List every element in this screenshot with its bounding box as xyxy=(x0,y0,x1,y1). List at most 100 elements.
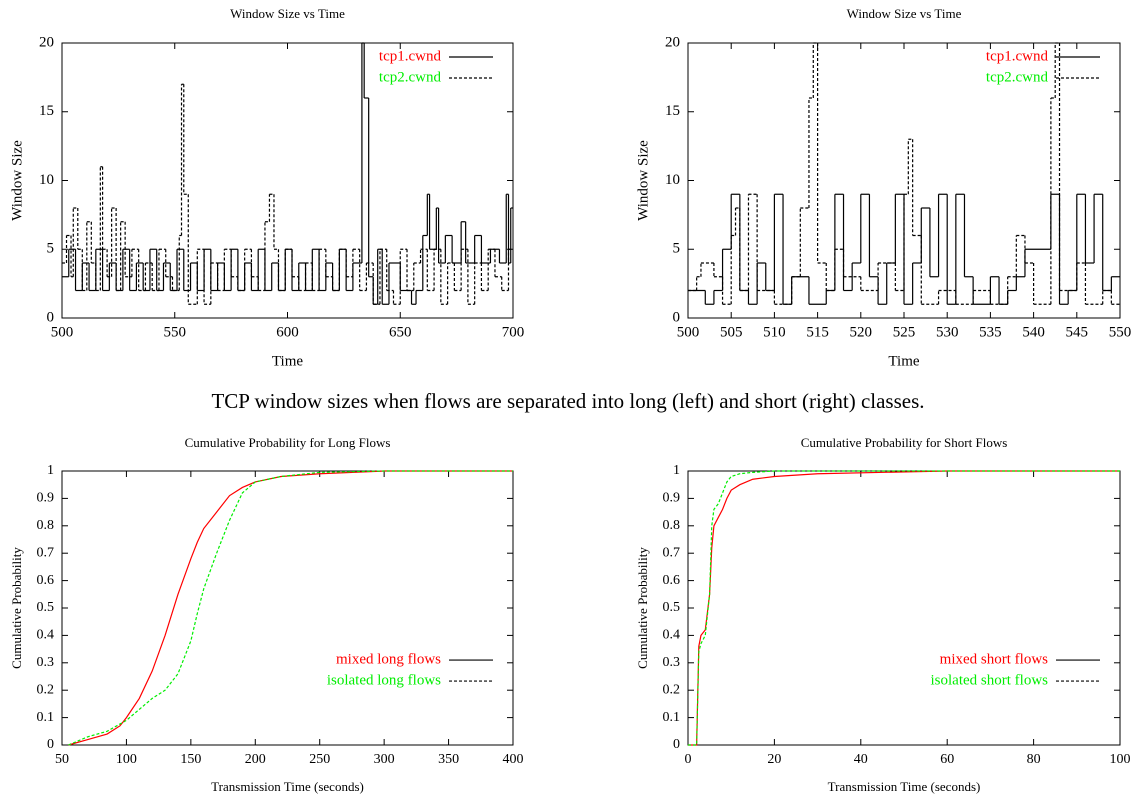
y-tick-label: 0.5 xyxy=(663,600,681,615)
x-tick-label: 150 xyxy=(180,752,201,767)
plot-area xyxy=(688,42,1120,305)
chart: Window Size vs Time Time Window Size 500 550… xyxy=(9,6,524,369)
x-tick-label: 100 xyxy=(1110,752,1131,767)
y-tick-label: 0.7 xyxy=(663,545,681,560)
legend-label: mixed long flows xyxy=(336,651,441,667)
y-tick-label: 15 xyxy=(39,103,54,119)
x-tick-label: 550 xyxy=(1109,324,1132,340)
plot-area xyxy=(688,470,1120,746)
y-tick-label: 0.4 xyxy=(37,628,55,643)
y-tick-label: 5 xyxy=(673,241,681,257)
x-tick-label: 545 xyxy=(1066,324,1089,340)
x-tick-label: 100 xyxy=(116,752,137,767)
y-tick-label: 0.8 xyxy=(37,518,55,533)
y-tick-label: 0.6 xyxy=(37,573,55,588)
x-tick-label: 505 xyxy=(720,324,743,340)
x-tick-label: 600 xyxy=(276,324,299,340)
series-line xyxy=(688,470,1120,746)
legend-label: tcp1.cwnd xyxy=(379,48,442,64)
legend-label: tcp2.cwnd xyxy=(986,69,1049,85)
x-tick-label: 520 xyxy=(850,324,873,340)
y-tick-label: 0.9 xyxy=(663,491,681,506)
y-axis-label: Cumulative Probability xyxy=(9,547,24,669)
legend-label: mixed short flows xyxy=(940,651,1048,667)
y-tick-label: 0.5 xyxy=(37,600,55,615)
x-tick-label: 500 xyxy=(677,324,700,340)
x-tick-label: 650 xyxy=(389,324,412,340)
series xyxy=(62,42,513,305)
x-axis-label: Transmission Time (seconds) xyxy=(211,779,364,794)
y-axis-label: Window Size xyxy=(635,140,651,221)
y-tick-label: 20 xyxy=(665,34,680,50)
x-tick-label: 350 xyxy=(438,752,459,767)
y-tick-label: 0.3 xyxy=(663,655,681,670)
x-tick-label: 550 xyxy=(164,324,187,340)
x-tick-label: 50 xyxy=(55,752,69,767)
caption: TCP window sizes when flows are separate… xyxy=(211,389,924,413)
series-line xyxy=(68,470,513,746)
legend-label: isolated short flows xyxy=(931,672,1049,688)
legend-label: isolated long flows xyxy=(327,672,441,688)
x-tick-label: 400 xyxy=(503,752,524,767)
chart-title: Window Size vs Time xyxy=(230,6,345,21)
chart: Cumulative Probability for Long Flows Tra… xyxy=(9,435,524,794)
x-tick-label: 535 xyxy=(979,324,1002,340)
series-line xyxy=(688,470,1120,746)
y-tick-label: 1 xyxy=(673,463,680,478)
y-tick-label: 0 xyxy=(47,309,55,325)
y-tick-label: 0.9 xyxy=(37,491,55,506)
chart-title: Window Size vs Time xyxy=(847,6,962,21)
legend-label: tcp2.cwnd xyxy=(379,69,442,85)
x-tick-label: 60 xyxy=(940,752,954,767)
y-tick-label: 1 xyxy=(47,463,54,478)
y-tick-label: 0.8 xyxy=(663,518,681,533)
y-tick-label: 10 xyxy=(39,172,54,188)
y-tick-label: 0.4 xyxy=(663,628,681,643)
y-tick-label: 0.6 xyxy=(663,573,681,588)
y-axis-label: Cumulative Probability xyxy=(635,547,650,669)
chart: Cumulative Probability for Short Flows Tr… xyxy=(635,435,1131,794)
x-axis-label: Transmission Time (seconds) xyxy=(828,779,981,794)
y-tick-label: 0.2 xyxy=(663,682,681,697)
x-tick-label: 40 xyxy=(854,752,868,767)
y-axis-label: Window Size xyxy=(9,140,25,221)
x-tick-label: 300 xyxy=(374,752,395,767)
x-axis-label: Time xyxy=(272,353,303,369)
x-tick-label: 510 xyxy=(763,324,786,340)
plot-frame xyxy=(61,470,514,746)
y-tick-label: 0 xyxy=(673,737,680,752)
plot-frame xyxy=(687,470,1121,746)
y-tick-label: 15 xyxy=(665,103,680,119)
y-tick-label: 0.3 xyxy=(37,655,55,670)
y-tick-label: 10 xyxy=(665,172,680,188)
y-tick-label: 20 xyxy=(39,34,54,50)
x-tick-label: 525 xyxy=(893,324,916,340)
x-tick-label: 515 xyxy=(806,324,829,340)
plot-frame xyxy=(687,42,1121,319)
series-line xyxy=(68,470,513,746)
chart-title: Cumulative Probability for Long Flows xyxy=(185,435,391,450)
series xyxy=(688,42,1120,305)
y-tick-label: 0.2 xyxy=(37,682,55,697)
plot-frame xyxy=(61,42,514,319)
plot-area xyxy=(62,42,513,305)
x-axis-label: Time xyxy=(888,353,919,369)
x-tick-label: 80 xyxy=(1027,752,1041,767)
y-tick-label: 0.1 xyxy=(37,710,55,725)
legend-label: tcp1.cwnd xyxy=(986,48,1049,64)
series xyxy=(62,83,513,305)
chart-title: Cumulative Probability for Short Flows xyxy=(801,435,1008,450)
y-tick-label: 0 xyxy=(673,309,681,325)
y-tick-label: 5 xyxy=(47,241,55,257)
x-tick-label: 250 xyxy=(309,752,330,767)
y-tick-label: 0.7 xyxy=(37,545,55,560)
x-tick-label: 530 xyxy=(936,324,959,340)
x-tick-label: 0 xyxy=(685,752,692,767)
x-tick-label: 540 xyxy=(1022,324,1045,340)
x-tick-label: 20 xyxy=(767,752,781,767)
y-tick-label: 0 xyxy=(47,737,54,752)
plot-area xyxy=(68,470,513,746)
x-tick-label: 700 xyxy=(502,324,525,340)
